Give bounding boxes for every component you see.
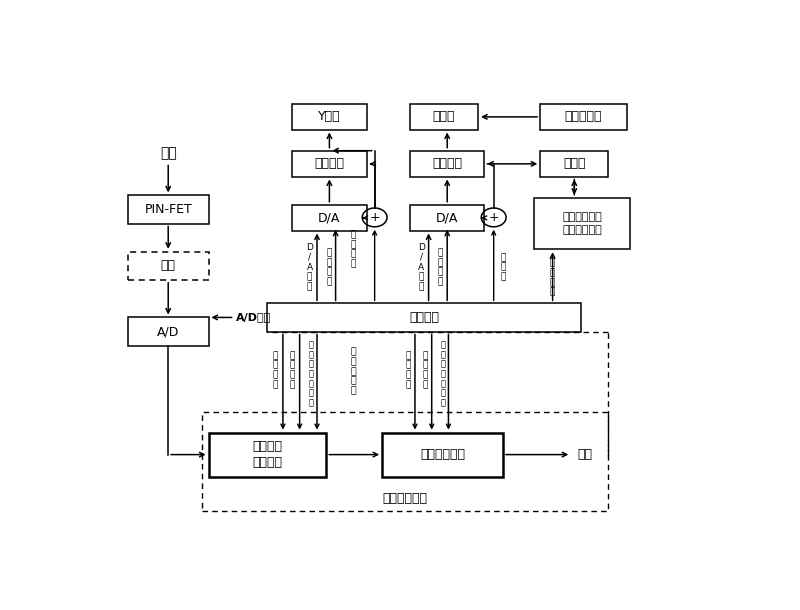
Text: 噪声相位
相关解调: 噪声相位 相关解调 [253, 440, 282, 469]
Text: D
/
A
时
钟: D / A 时 钟 [306, 243, 313, 291]
Bar [209, 432, 326, 477]
Text: 前放: 前放 [161, 259, 176, 272]
Text: D
/
A
时
钟: D / A 时 钟 [418, 243, 425, 291]
Text: 全
加
器
清
零
时
钟: 全 加 器 清 零 时 钟 [308, 340, 314, 407]
Text: A/D时钟: A/D时钟 [237, 312, 272, 323]
Text: 磁场信号解调: 磁场信号解调 [420, 448, 465, 461]
Text: 偏
置
磁
场: 偏 置 磁 场 [437, 248, 442, 286]
Text: 模拟放大: 模拟放大 [432, 157, 462, 170]
Bar [410, 151, 485, 176]
Text: 全
加
器
清
零
时
钟: 全 加 器 清 零 时 钟 [441, 340, 446, 407]
Bar [128, 317, 209, 346]
Text: Y波导: Y波导 [318, 110, 341, 123]
Text: 模拟放大: 模拟放大 [314, 157, 344, 170]
Text: +: + [370, 211, 380, 224]
Text: 磁
反
馈: 磁 反 馈 [500, 253, 506, 281]
Bar [292, 205, 366, 231]
Text: 采
样
脉
冲: 采 样 脉 冲 [273, 351, 278, 389]
Text: 光路: 光路 [160, 146, 177, 160]
Bar [540, 151, 609, 176]
Text: 螺线管: 螺线管 [433, 110, 455, 123]
Bar [128, 252, 209, 280]
Text: A/D: A/D [157, 325, 179, 338]
Bar [202, 412, 609, 511]
Text: +: + [488, 211, 499, 224]
Text: 数字相关解调: 数字相关解调 [383, 492, 428, 505]
Bar [382, 432, 503, 477]
Text: 反
馈
相
移: 反 馈 相 移 [350, 231, 356, 268]
Text: 加法器: 加法器 [563, 157, 586, 170]
Bar [292, 151, 366, 176]
Text: D/A: D/A [318, 211, 341, 224]
Bar [410, 205, 485, 231]
Text: PIN-FET: PIN-FET [144, 203, 192, 216]
Text: 解
调
方
波: 解 调 方 波 [290, 351, 295, 389]
Bar [292, 104, 366, 129]
Bar [534, 198, 630, 249]
Text: 螺线管驱动: 螺线管驱动 [565, 110, 602, 123]
Text: 采
样
脉
冲: 采 样 脉 冲 [406, 351, 411, 389]
Text: 输出: 输出 [578, 448, 593, 461]
Bar [410, 104, 478, 129]
Bar [128, 195, 209, 223]
Text: 同
步
时
钟: 同 步 时 钟 [550, 259, 555, 296]
Text: 工
作
点
控
制: 工 作 点 控 制 [350, 348, 356, 395]
Bar [267, 303, 581, 332]
Bar [540, 104, 627, 129]
Text: 解
调
方
波: 解 调 方 波 [422, 351, 427, 389]
Text: 高频正弦调制
磁场发生装置: 高频正弦调制 磁场发生装置 [562, 212, 602, 235]
Text: 控制时序: 控制时序 [409, 311, 439, 324]
Text: 调
制
方
波: 调 制 方 波 [326, 248, 332, 286]
Text: D/A: D/A [436, 211, 458, 224]
